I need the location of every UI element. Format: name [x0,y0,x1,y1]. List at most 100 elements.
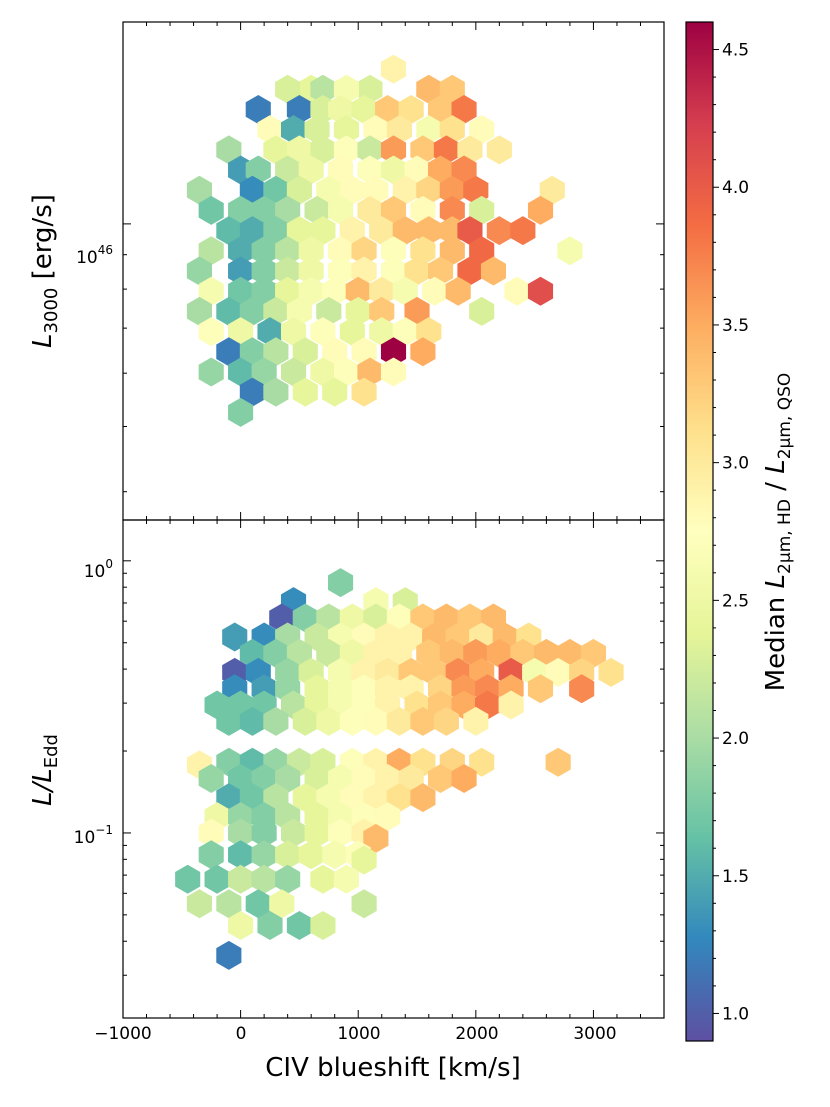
hexbin-cell [322,377,348,407]
hexbin-cell [451,94,477,124]
hexbin-cell [351,236,377,266]
hexbin-cell [216,706,242,736]
hexbin-cell [286,638,312,668]
hexbin-cell [427,155,454,185]
hexbin-cell [339,638,365,668]
hexbin-cell [457,216,483,246]
hexbin-cell [251,236,277,266]
hexbin-cell [351,764,377,794]
hexbin-cell [580,638,606,668]
hexbin-cell [298,155,324,185]
hexbin-cell [239,706,265,736]
hexbin-cell [527,195,554,225]
hexbin-cell [427,94,454,124]
hexbin-cell [251,840,277,870]
hexbin-cell [239,175,265,205]
hexbin-cell [363,706,389,736]
hexbin-cell [198,195,224,225]
hexbin-cell [239,377,265,407]
hexbin-cell [457,256,483,286]
hexbin-cell [286,135,312,165]
hexbin-cell [280,317,307,347]
hexbin-cell [392,276,418,306]
hexbin-cell [245,889,271,919]
hexbin-cell [228,256,254,286]
hexbin-cell [310,74,336,104]
hexbin-cell [239,783,265,813]
top-axis-ticks [122,22,665,520]
x-axis-label: CIV blueshift [km/s] [265,1053,520,1083]
hexbin-cell [375,802,401,832]
hexbin-cell [392,216,418,246]
hexbin-cell [380,135,407,165]
hexbin-cell [228,840,254,870]
hexbin-cell [339,603,365,633]
colorbar-ticks: 1.0 1.5 2.0 2.5 3.0 3.5 4.0 4.5 [713,41,749,1024]
bottom-ytick-label-0: 100 [84,557,113,582]
hexbin-cell [486,135,512,165]
hexbin-cell [333,864,360,894]
hexbin-cell [257,910,283,940]
hexbin-cell [328,764,354,794]
hexbin-cell [251,818,277,848]
hexbin-cell [263,135,289,165]
bottom-panel-frame [122,519,665,1019]
hexbin-cell [339,216,365,246]
hexbin-cell [263,377,289,407]
colorbar-tick-label: 4.0 [722,178,749,198]
hexbin-cell [304,818,330,848]
hexbin-cell [469,195,495,225]
hexbin-cell [380,337,407,367]
hexbin-cell [275,195,301,225]
hexbin-cell [263,706,289,736]
hexbin-cell [392,317,418,347]
hexbin-cell [504,276,530,306]
hexbin-cell [310,135,336,165]
hexbin-cell [363,783,389,813]
hexbin-cell [304,764,330,794]
hexbin-cell [292,337,318,367]
xtick-label: 1000 [337,1024,380,1044]
hexbin-cell [298,256,324,286]
hexbin-cell [198,276,224,306]
hexbin-cell [433,603,459,633]
colorbar-tick-label: 3.0 [722,454,749,474]
hexbin-cell [369,296,395,326]
hexbin-cell [251,764,277,794]
hexbin-cell [263,783,289,813]
hexbin-cell [286,216,312,246]
hexbin-cell [410,337,436,367]
hexbin-cell [292,603,318,633]
hexbin-cell [298,840,324,870]
hexbin-cell [469,236,495,266]
hexbin-cell [228,317,254,347]
hexbin-cell [186,256,212,286]
hexbin-cell [251,276,277,306]
top-y-axis-label: L3000 [erg/s] [28,194,62,348]
hexbin-cell [351,845,377,875]
hexbin-cell [510,638,536,668]
hexbin-cell [310,317,336,347]
hexbin-cell [228,764,254,794]
hexbin-cell [404,296,430,326]
hexbin-cell [380,54,407,84]
hexbin-cell [363,638,389,668]
hexbin-cell [339,175,365,205]
top-hexbin-layer [186,54,583,427]
hexbin-cell [292,377,318,407]
colorbar-tick-label: 1.5 [722,867,749,887]
hexbin-cell [216,216,242,246]
hexbin-cell [510,216,536,246]
hexbin-cell [422,276,448,306]
hexbin-cell [275,840,301,870]
hexbin-cell [228,910,254,940]
xtick-label: 3000 [573,1024,616,1044]
hexbin-cell [316,603,342,633]
colorbar-tick-label: 3.5 [722,316,749,336]
hexbin-cell [275,155,301,185]
hexbin-cell [263,638,289,668]
hexbin-cell [316,638,342,668]
hexbin-cell [369,216,395,246]
hexbin-cell [275,74,301,104]
